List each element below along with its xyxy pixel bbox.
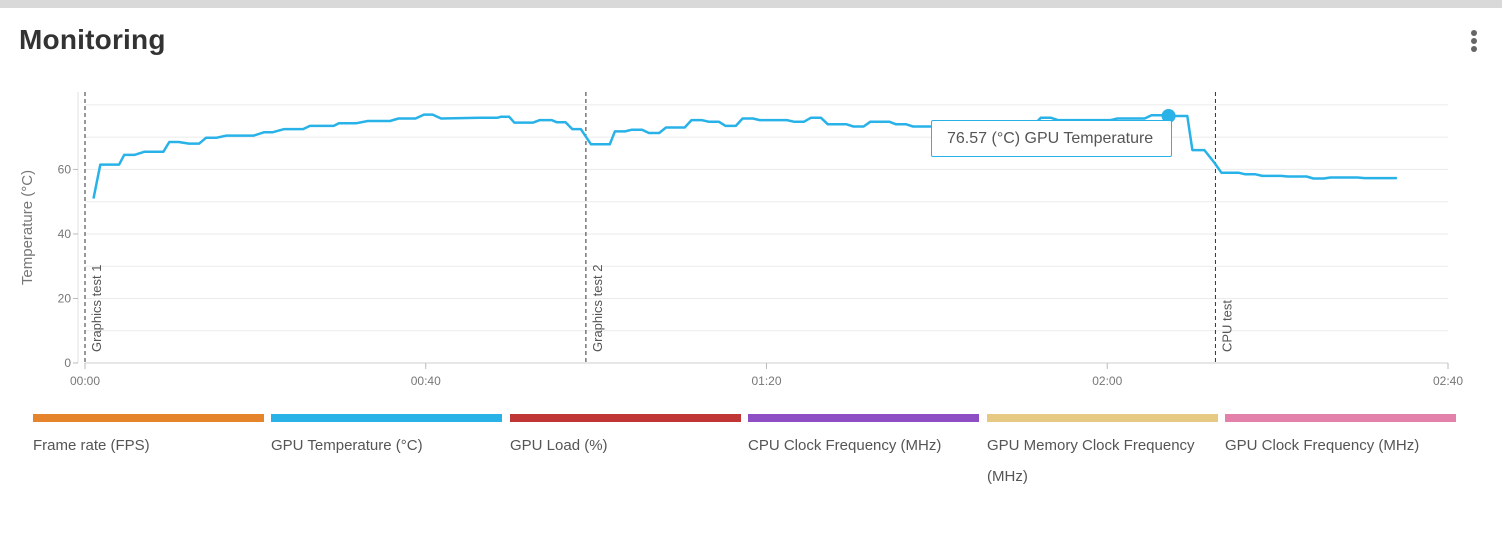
legend-item-gpu-clock[interactable]: GPU Clock Frequency (MHz) bbox=[1225, 414, 1456, 461]
legend-label: GPU Temperature (°C) bbox=[271, 437, 423, 454]
legend-item-gpu-temperature[interactable]: GPU Temperature (°C) bbox=[271, 414, 502, 461]
chart-tooltip: 76.57 (°C) GPU Temperature bbox=[931, 120, 1172, 157]
series-line bbox=[92, 113, 1397, 199]
legend-item-frame-rate[interactable]: Frame rate (FPS) bbox=[33, 414, 264, 461]
legend-label: GPU Clock Frequency (MHz) bbox=[1225, 437, 1420, 454]
test-marker-label: Graphics test 1 bbox=[89, 265, 104, 352]
legend-label: GPU Load (%) bbox=[510, 437, 608, 454]
legend-swatch bbox=[987, 414, 1218, 422]
gpu-temperature-chart[interactable]: 0 20 40 60 Temperature (°C) 00:00 00:40 01:20 02… bbox=[0, 80, 1502, 400]
kebab-dot bbox=[1471, 38, 1477, 44]
legend-item-cpu-clock[interactable]: CPU Clock Frequency (MHz) bbox=[748, 414, 979, 461]
kebab-menu-icon[interactable] bbox=[1466, 28, 1482, 54]
legend-swatch bbox=[271, 414, 502, 422]
y-tick-label: 0 bbox=[64, 356, 71, 370]
x-tick-label: 00:40 bbox=[411, 374, 441, 388]
test-marker-label: CPU test bbox=[1219, 300, 1234, 352]
legend-label: GPU Memory Clock Frequency (MHz) bbox=[987, 437, 1195, 485]
kebab-dot bbox=[1471, 46, 1477, 52]
legend-label: Frame rate (FPS) bbox=[33, 437, 150, 454]
highlight-point bbox=[1161, 108, 1176, 123]
y-tick-label: 60 bbox=[58, 162, 72, 176]
top-border bbox=[0, 0, 1502, 8]
legend-label: CPU Clock Frequency (MHz) bbox=[748, 437, 942, 454]
legend-item-gpu-load[interactable]: GPU Load (%) bbox=[510, 414, 741, 461]
legend-swatch bbox=[33, 414, 264, 422]
page-title: Monitoring bbox=[19, 24, 166, 55]
legend-item-gpu-memory-clock[interactable]: GPU Memory Clock Frequency (MHz) bbox=[987, 414, 1218, 492]
x-tick-label: 02:00 bbox=[1092, 374, 1122, 388]
y-tick-label: 40 bbox=[58, 227, 72, 241]
y-tick-label: 20 bbox=[58, 291, 72, 305]
legend-swatch bbox=[510, 414, 741, 422]
legend-swatch bbox=[748, 414, 979, 422]
kebab-dot bbox=[1471, 30, 1477, 36]
x-tick-label: 00:00 bbox=[70, 374, 100, 388]
x-tick-label: 01:20 bbox=[751, 374, 781, 388]
test-marker-label: Graphics test 2 bbox=[590, 265, 605, 352]
legend-swatch bbox=[1225, 414, 1456, 422]
y-axis-label: Temperature (°C) bbox=[19, 170, 36, 285]
x-tick-label: 02:40 bbox=[1433, 374, 1463, 388]
